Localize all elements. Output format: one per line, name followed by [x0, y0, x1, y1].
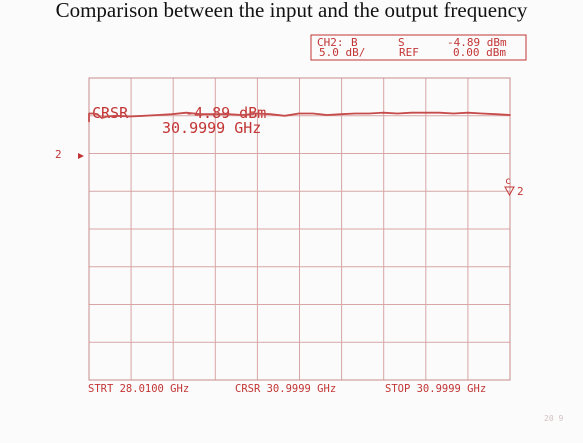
channel-arrow-icon: [78, 153, 84, 159]
cursor-marker-letter: c: [505, 176, 511, 187]
measurement-trace: [88, 111, 511, 123]
status-line1-code: S: [398, 36, 405, 49]
channel-marker-right: 2: [517, 185, 524, 198]
cursor-triangle-icon: [504, 186, 515, 197]
cursor-label: CRSR: [92, 104, 129, 122]
status-line1-left: CH2:: [317, 36, 344, 49]
cursor-frequency-label: CRSR 30.9999 GHz: [235, 383, 336, 395]
status-line1-mid: B: [351, 36, 358, 49]
cursor-readout: CRSR -4.89 dBm 30.9999 GHz: [92, 104, 266, 137]
cursor-frequency: 30.9999 GHz: [162, 119, 261, 137]
cursor-value: -4.89 dBm: [185, 104, 266, 122]
status-box: [310, 34, 527, 61]
status-box-group: CH2: B S -4.89 dBm 5.0 dB/ REF 0.00 dBm: [310, 34, 527, 61]
caption-text: Comparison between the input and the out…: [55, 0, 528, 22]
channel-marker-group: 2: [55, 148, 84, 161]
stop-frequency-label: STOP 30.9999 GHz: [385, 383, 486, 395]
page-mark-text: 20 9: [544, 414, 563, 423]
cursor-marker-group: c 2: [504, 176, 524, 198]
start-frequency-label: STRT 28.0100 GHz: [88, 383, 189, 395]
grid-group: [89, 78, 510, 380]
status-line1-value: -4.89 dBm: [447, 36, 507, 49]
footer-labels: STRT 28.0100 GHz CRSR 30.9999 GHz STOP 3…: [88, 383, 486, 395]
plot-frame: [88, 77, 511, 381]
status-line2-ref: REF: [399, 46, 419, 59]
status-line2-scale: 5.0 dB/: [319, 46, 365, 59]
status-line2-value: 0.00 dBm: [453, 46, 506, 59]
channel-marker-left: 2: [55, 148, 62, 161]
